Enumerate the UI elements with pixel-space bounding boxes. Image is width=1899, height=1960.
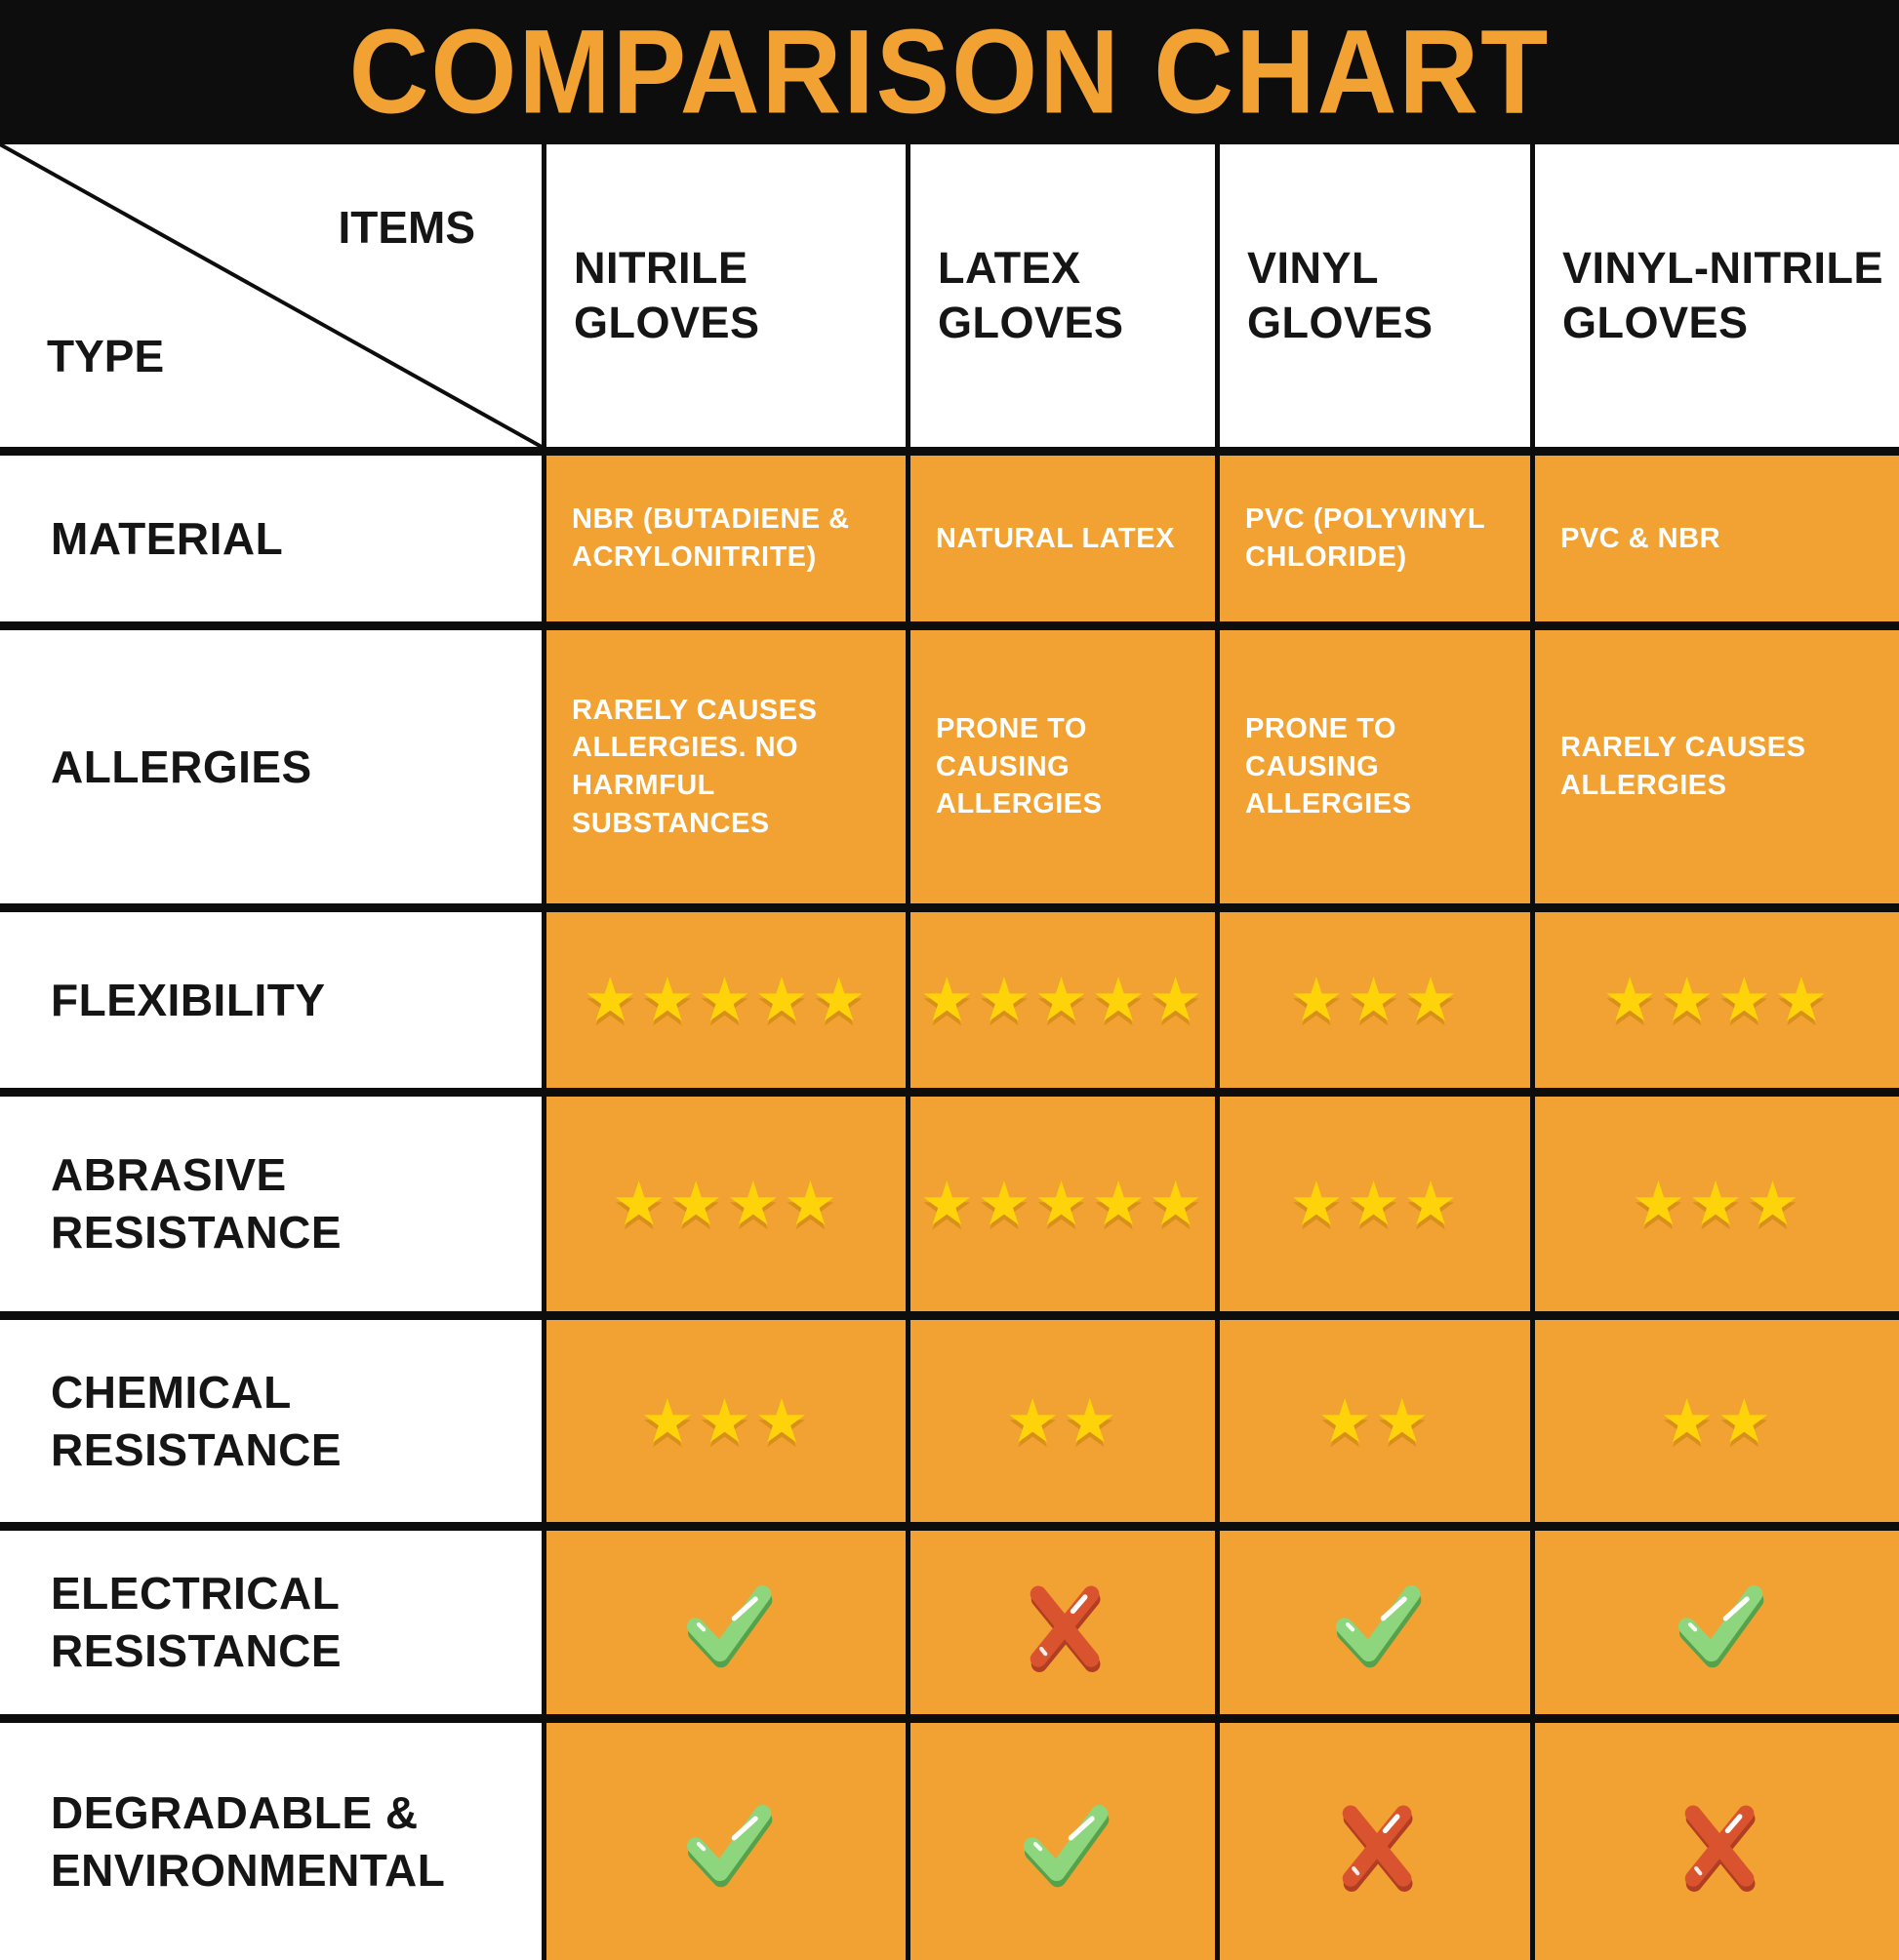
value-cell — [910, 1723, 1220, 1960]
value-cell: ★★★★ — [1535, 912, 1899, 1088]
value-cell — [546, 1723, 910, 1960]
page-title: COMPARISON CHART — [348, 5, 1551, 140]
value-cell: PVC (POLYVINYL CHLORIDE) — [1220, 456, 1535, 621]
value-cell: ★★★ — [1220, 912, 1535, 1088]
value-cell: PRONE TO CAUSING ALLERGIES — [1220, 630, 1535, 903]
table-row: ELECTRICAL RESISTANCE — [0, 1531, 1899, 1723]
cross-icon — [1667, 1791, 1768, 1893]
stars-rating: ★★★ — [640, 1384, 812, 1457]
items-label: ITEMS — [338, 202, 475, 253]
cell-text: NBR (BUTADIENE & ACRYLONITRITE) — [572, 503, 850, 573]
stars-rating: ★★★★★ — [919, 964, 1206, 1035]
value-cell: ★★★★★ — [546, 912, 910, 1088]
value-cell: ★★ — [910, 1320, 1220, 1522]
value-cell: ★★ — [1220, 1320, 1535, 1522]
table-row: ABRASIVE RESISTANCE ★★★★ ★★★★★ ★★★ ★★★ — [0, 1097, 1899, 1320]
stars-rating: ★★★ — [1289, 1168, 1461, 1239]
header-row: ITEMS TYPE NITRILE GLOVES LATEX GLOVES VIN… — [0, 144, 1899, 456]
cell-text: NATURAL LATEX — [936, 522, 1175, 554]
row-label: MATERIAL — [0, 456, 546, 621]
stars-rating: ★★ — [1659, 1384, 1775, 1457]
stars-rating: ★★★★★ — [583, 964, 869, 1035]
stars-rating: ★★ — [1005, 1384, 1120, 1457]
check-icon — [675, 1572, 777, 1673]
check-icon — [1667, 1572, 1768, 1673]
stars-rating: ★★★★★ — [919, 1168, 1206, 1239]
value-cell: RARELY CAUSES ALLERGIES — [1535, 630, 1899, 903]
row-label: FLEXIBILITY — [0, 912, 546, 1088]
value-cell: RARELY CAUSES ALLERGIES. NO HARMFUL SUBS… — [546, 630, 910, 903]
value-cell: NATURAL LATEX — [910, 456, 1220, 621]
cell-text: PVC (POLYVINYL CHLORIDE) — [1245, 503, 1485, 573]
value-cell: ★★★ — [546, 1320, 910, 1522]
row-label: CHEMICAL RESISTANCE — [0, 1320, 546, 1522]
stars-rating: ★★★ — [1631, 1168, 1803, 1239]
table-row: ALLERGIES RARELY CAUSES ALLERGIES. NO HAR… — [0, 630, 1899, 912]
type-label: TYPE — [47, 331, 165, 381]
table-row: DEGRADABLE & ENVIRONMENTAL — [0, 1723, 1899, 1960]
value-cell: PVC & NBR — [1535, 456, 1899, 621]
value-cell: NBR (BUTADIENE & ACRYLONITRITE) — [546, 456, 910, 621]
cross-icon — [1324, 1791, 1426, 1893]
corner-cell: ITEMS TYPE — [0, 144, 546, 447]
cell-text: RARELY CAUSES ALLERGIES. NO HARMFUL SUBS… — [572, 694, 818, 839]
row-label: ALLERGIES — [0, 630, 546, 903]
value-cell — [910, 1531, 1220, 1714]
table-row: FLEXIBILITY ★★★★★ ★★★★★ ★★★ ★★★★ — [0, 912, 1899, 1097]
column-header: VINYL GLOVES — [1220, 144, 1535, 447]
table-row: MATERIAL NBR (BUTADIENE & ACRYLONITRITE) N… — [0, 456, 1899, 630]
row-label: DEGRADABLE & ENVIRONMENTAL — [0, 1723, 546, 1960]
value-cell: ★★★ — [1220, 1097, 1535, 1311]
value-cell — [1535, 1723, 1899, 1960]
value-cell: ★★★★★ — [910, 1097, 1220, 1311]
stars-rating: ★★★★ — [611, 1168, 841, 1239]
value-cell — [1220, 1531, 1535, 1714]
cross-icon — [1012, 1572, 1113, 1673]
diagonal-line — [0, 144, 542, 447]
column-header: NITRILE GLOVES — [546, 144, 910, 447]
cell-text: RARELY CAUSES ALLERGIES — [1560, 732, 1806, 801]
column-header: VINYL-NITRILE GLOVES — [1562, 242, 1883, 347]
comparison-table: ITEMS TYPE NITRILE GLOVES LATEX GLOVES VIN… — [0, 144, 1899, 1960]
value-cell — [1220, 1723, 1535, 1960]
check-icon — [1012, 1791, 1113, 1893]
value-cell: ★★ — [1535, 1320, 1899, 1522]
value-cell — [1535, 1531, 1899, 1714]
value-cell: ★★★★★ — [910, 912, 1220, 1088]
stars-rating: ★★ — [1317, 1384, 1433, 1457]
title-bar: COMPARISON CHART — [0, 0, 1899, 144]
value-cell — [546, 1531, 910, 1714]
row-label: ABRASIVE RESISTANCE — [0, 1097, 546, 1311]
table-row: CHEMICAL RESISTANCE ★★★ ★★ ★★ ★★ — [0, 1320, 1899, 1531]
value-cell: ★★★ — [1535, 1097, 1899, 1311]
column-header: LATEX GLOVES — [910, 144, 1220, 447]
check-icon — [1324, 1572, 1426, 1673]
cell-text: PRONE TO CAUSING ALLERGIES — [1245, 713, 1412, 820]
cell-text: PRONE TO CAUSING ALLERGIES — [936, 713, 1103, 820]
value-cell: ★★★★ — [546, 1097, 910, 1311]
stars-rating: ★★★★ — [1602, 964, 1832, 1035]
row-label: ELECTRICAL RESISTANCE — [0, 1531, 546, 1714]
stars-rating: ★★★ — [1289, 964, 1461, 1035]
check-icon — [675, 1791, 777, 1893]
cell-text: PVC & NBR — [1560, 522, 1721, 554]
value-cell: PRONE TO CAUSING ALLERGIES — [910, 630, 1220, 903]
